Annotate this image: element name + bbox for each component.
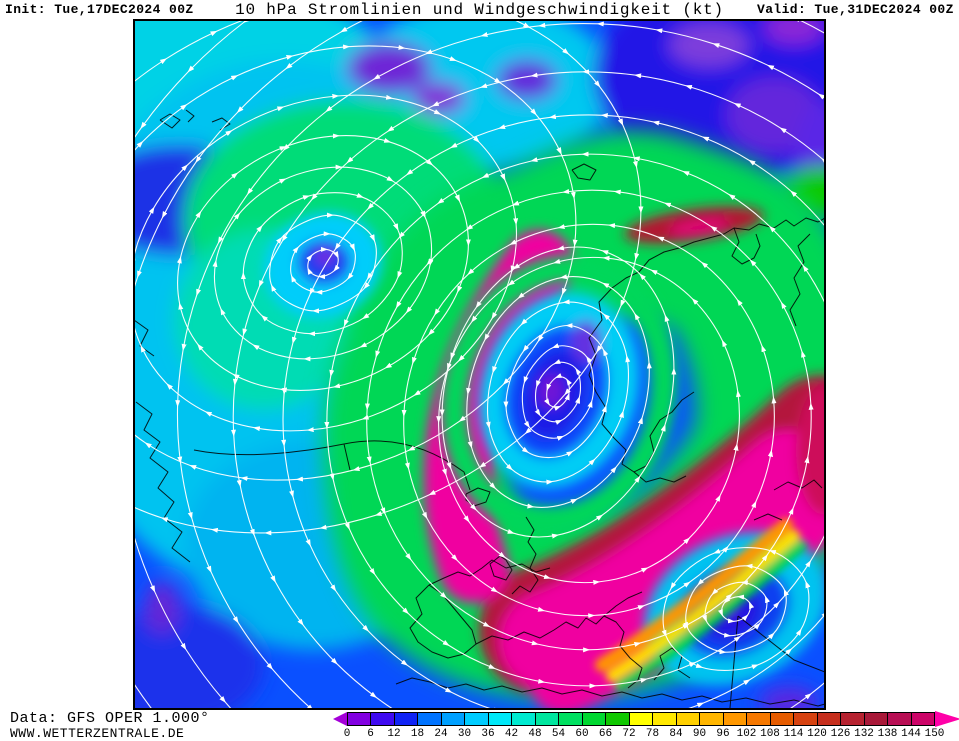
colorbar-tick-label: 102 [736,728,757,740]
init-timestamp: Init: Tue,17DEC2024 00Z [5,2,194,17]
colorbar-tick-label: 12 [387,728,401,740]
colorbar-segment [534,713,559,725]
colorbar-tick-label: 48 [528,728,542,740]
colorbar-tick-label: 144 [901,728,921,740]
streamline [663,548,809,671]
colorbar-tick-label: 54 [551,728,566,740]
colorbar-segment [816,713,841,725]
colorbar-segment [863,713,888,725]
colorbar-tick-label: 96 [716,728,730,740]
colorbar-segment [887,713,911,725]
colorbar-segment [348,713,371,725]
colorbar-tick-label: 6 [367,728,374,740]
colorbar-segment [793,713,817,725]
colorbar-segment [393,713,418,725]
colorbar-tick-label: 84 [669,728,683,740]
colorbar-tick-label: 150 [924,728,945,740]
colorbar-tick-label: 108 [760,728,780,740]
colorbar-segment [910,713,935,725]
colorbar-overflow-arrow [935,711,959,727]
colorbar-segment [417,713,441,725]
map-title: 10 hPa Stromlinien und Windgeschwindigke… [235,1,724,19]
colorbar-segment [558,713,582,725]
colorbar-tick-label: 138 [877,728,898,740]
website-label: WWW.WETTERZENTRALE.DE [10,726,185,741]
data-source-label: Data: GFS OPER 1.000° [10,710,210,727]
colorbar-segment [840,713,864,725]
colorbar-tick-label: 114 [783,728,804,740]
colorbar-tick-label: 78 [645,728,660,740]
colorbar-tick-label: 90 [692,728,707,740]
colorbar-segment [675,713,700,725]
valid-timestamp: Valid: Tue,31DEC2024 00Z [757,2,954,17]
colorbar-segment [464,713,488,725]
colorbar-tick-label: 18 [410,728,425,740]
weather-map [133,19,826,710]
colorbar-tick-label: 120 [807,728,827,740]
colorbar-segment [652,713,676,725]
colorbar-segment [605,713,629,725]
colorbar-tick-label: 42 [504,728,519,740]
colorbar-tick-label: 30 [457,728,472,740]
colorbar-segment [487,713,512,725]
wind-map-canvas [134,20,825,709]
colorbar-segment [769,713,794,725]
colorbar-segment [511,713,535,725]
colorbar-tick-label: 60 [575,728,589,740]
colorbar-segment [722,713,747,725]
wind-speed-colorbar: 0 6 12 18 24 30 36 42 48 54 60 66 72 78 84 90 96 102 108 11… [333,711,959,741]
colorbar-tick-label: 36 [481,728,495,740]
colorbar-segments [347,712,935,726]
colorbar-segment [440,713,465,725]
colorbar-underflow-arrow [333,712,347,726]
colorbar-tick-label: 0 [343,728,351,740]
colorbar-segment [699,713,723,725]
colorbar-tick-label: 132 [854,728,874,740]
colorbar-segment [746,713,770,725]
colorbar-tick-label: 126 [830,728,851,740]
streamlines-layer [134,20,825,709]
colorbar-segment [370,713,394,725]
map-border [134,20,825,709]
colorbar-segment [628,713,653,725]
colorbar-tick-label: 66 [598,728,613,740]
colorbar-segment [581,713,606,725]
colorbar-tick-label: 24 [434,728,448,740]
colorbar-tick-label: 72 [622,728,636,740]
